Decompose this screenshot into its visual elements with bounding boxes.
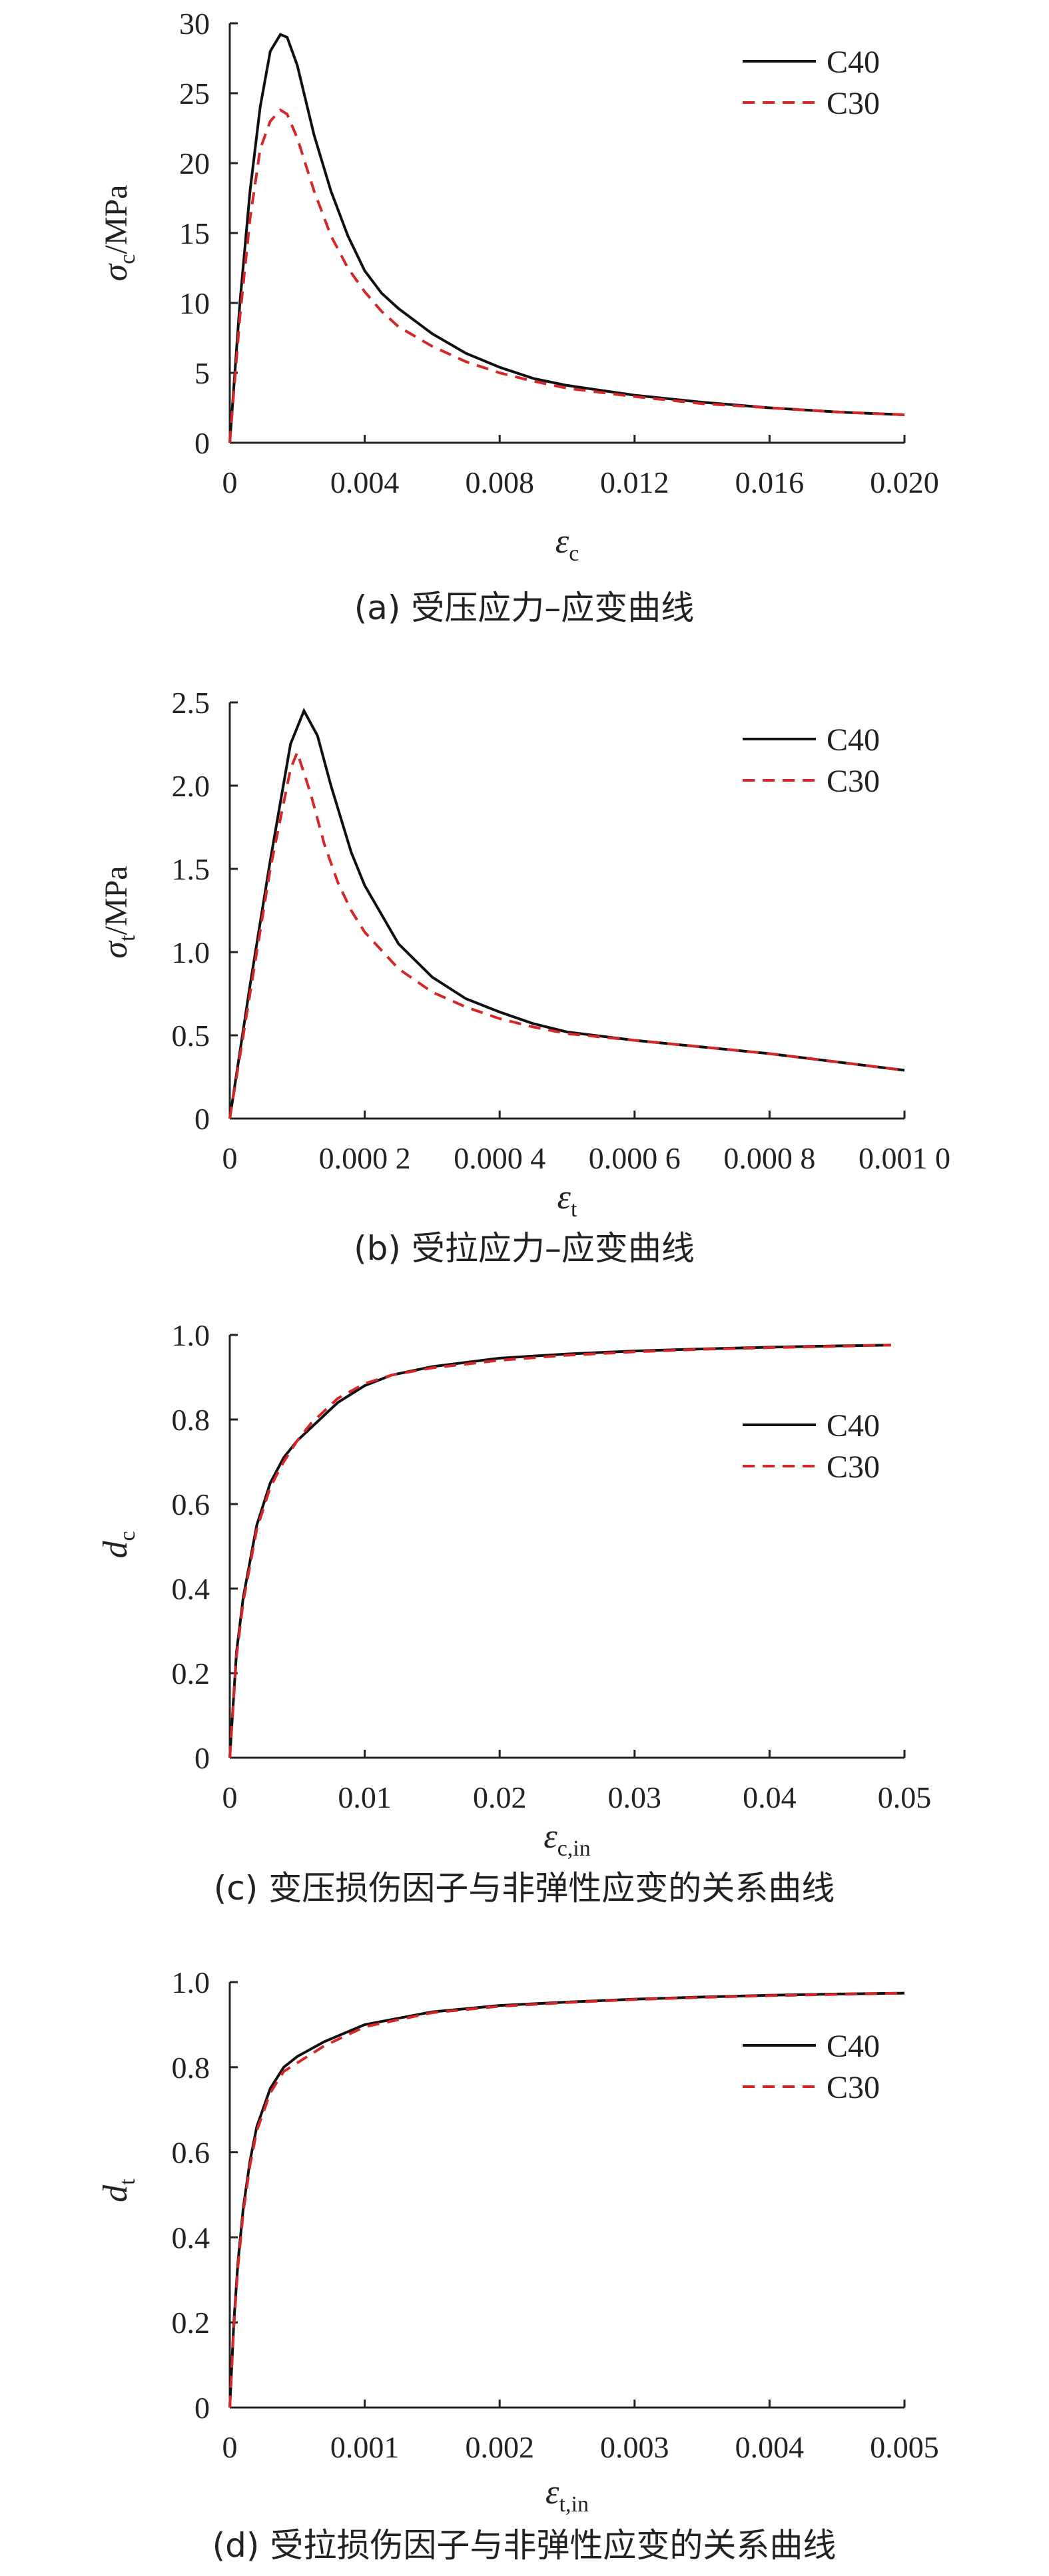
x-tick-label: 0.004 <box>735 2430 805 2464</box>
legend-label-c40: C40 <box>827 1408 880 1443</box>
y-tick-label: 0 <box>194 2391 210 2425</box>
series-line-c30 <box>228 1344 891 1758</box>
x-tick-label: 0.002 <box>465 2430 534 2464</box>
y-tick-label: 1.5 <box>172 852 210 886</box>
y-tick-label: 0.4 <box>172 2220 210 2254</box>
x-tick-label: 0.003 <box>600 2430 669 2464</box>
y-tick-label: 0.6 <box>172 2136 210 2170</box>
x-tick-label: 0.000 8 <box>723 1141 815 1175</box>
x-tick-label: 0.05 <box>878 1780 932 1814</box>
y-tick-label: 1.0 <box>172 1965 210 1999</box>
x-axis-label: εt,in <box>545 2473 589 2517</box>
x-tick-label: 0.001 <box>330 2430 400 2464</box>
y-axis-label: σt/MPa <box>97 866 140 958</box>
legend-label-c30: C30 <box>827 86 880 121</box>
x-axis-label: εc,in <box>543 1818 591 1861</box>
y-tick-label: 2.5 <box>172 686 210 720</box>
chart-4: 0 0.2 0.4 0.6 0.8 1.0 0 0.001 0.002 0.003 0.004 0.0… <box>97 1965 939 2565</box>
series-line-c40 <box>228 707 905 1119</box>
y-tick-label: 0 <box>194 1741 210 1775</box>
legend-label-c30: C30 <box>827 764 880 799</box>
y-tick-label: 30 <box>179 7 210 41</box>
chart-1: 0 5 10 15 20 25 30 0 0.004 0.008 0.012 0.016 0.020 εc… <box>97 7 939 627</box>
chart-caption: (c) 变压损伤因子与非弹性应变的关系曲线 <box>214 1869 835 1908</box>
y-tick-label: 0.2 <box>172 1657 210 1690</box>
y-tick-label: 10 <box>179 286 210 320</box>
series-line-c30 <box>228 108 905 443</box>
x-tick-label: 0.012 <box>600 465 669 499</box>
y-axis-label: dt <box>97 2179 140 2202</box>
series-line-c40 <box>228 33 905 443</box>
y-tick-label: 0.8 <box>172 2051 210 2085</box>
series-line-c30 <box>228 1991 905 2408</box>
y-tick-label: 2.0 <box>172 769 210 803</box>
chart-2: 0 0.5 1.0 1.5 2.0 2.5 0 0.000 2 0.000 4 0.000 6 0.… <box>97 686 950 1268</box>
x-axis-label: εt <box>557 1178 578 1222</box>
x-tick-label: 0.008 <box>465 465 534 499</box>
chart-3: 0 0.2 0.4 0.6 0.8 1.0 0 0.01 0.02 0.03 0.04 0.05 εc,… <box>97 1318 931 1908</box>
x-tick-label: 0 <box>222 465 238 499</box>
y-tick-label: 20 <box>179 146 210 180</box>
y-tick-label: 0 <box>194 426 210 460</box>
series-line-c30 <box>228 748 905 1119</box>
x-tick-label: 0.001 0 <box>859 1141 950 1175</box>
y-tick-label: 0.8 <box>172 1403 210 1437</box>
y-axis-label: dc <box>97 1531 140 1558</box>
x-tick-label: 0.020 <box>870 465 939 499</box>
y-tick-label: 0.5 <box>172 1019 210 1053</box>
legend-label-c40: C40 <box>827 45 880 80</box>
y-axis-label: σc/MPa <box>97 185 140 282</box>
x-tick-label: 0.000 2 <box>319 1141 411 1175</box>
y-tick-label: 0.6 <box>172 1487 210 1521</box>
legend-label-c30: C30 <box>827 1449 880 1485</box>
chart-caption: (b) 受拉应力–应变曲线 <box>354 1229 695 1268</box>
chart-caption: (a) 受压应力–应变曲线 <box>354 589 695 627</box>
x-tick-label: 0.016 <box>735 465 805 499</box>
x-tick-label: 0.01 <box>338 1780 392 1814</box>
legend-label-c30: C30 <box>827 2070 880 2105</box>
y-tick-label: 0.2 <box>172 2306 210 2340</box>
y-tick-label: 0.4 <box>172 1572 210 1606</box>
y-tick-label: 1.0 <box>172 935 210 969</box>
x-tick-label: 0.005 <box>870 2430 939 2464</box>
y-tick-label: 0 <box>194 1102 210 1136</box>
x-tick-label: 0 <box>222 2430 238 2464</box>
x-tick-label: 0.000 4 <box>454 1141 545 1175</box>
x-tick-label: 0.03 <box>608 1780 662 1814</box>
y-tick-label: 25 <box>179 77 210 111</box>
x-tick-label: 0 <box>222 1141 238 1175</box>
x-tick-label: 0.004 <box>330 465 400 499</box>
y-tick-label: 1.0 <box>172 1318 210 1352</box>
y-tick-label: 5 <box>194 356 210 390</box>
series-line-c40 <box>228 1344 891 1758</box>
x-axis-label: εc <box>555 523 579 566</box>
y-tick-label: 15 <box>179 216 210 250</box>
x-tick-label: 0 <box>222 1780 238 1814</box>
x-tick-label: 0.000 6 <box>589 1141 681 1175</box>
chart-caption: (d) 受拉损伤因子与非弹性应变的关系曲线 <box>212 2526 837 2565</box>
legend-label-c40: C40 <box>827 2029 880 2064</box>
series-line-c40 <box>228 1991 905 2408</box>
x-tick-label: 0.04 <box>743 1780 797 1814</box>
x-tick-label: 0.02 <box>473 1780 527 1814</box>
legend-label-c40: C40 <box>827 722 880 758</box>
